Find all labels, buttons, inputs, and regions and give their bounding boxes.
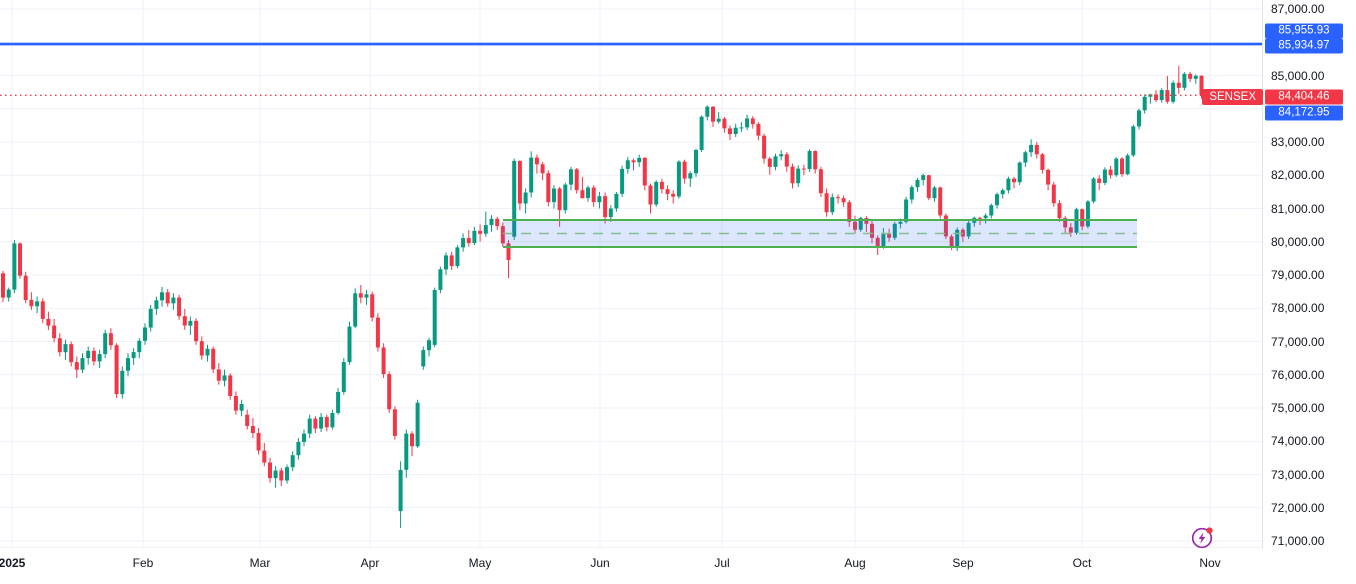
time-axis-label: Sep bbox=[952, 556, 974, 570]
time-axis-label: May bbox=[468, 556, 492, 570]
price-axis-label: 78,000.00 bbox=[1271, 301, 1325, 316]
price-axis-label: 81,000.00 bbox=[1271, 201, 1325, 216]
price-axis[interactable]: 87,000.00 85,000.00 83,000.00 82,000.00 81,0… bbox=[1263, 0, 1356, 548]
candles bbox=[1, 65, 1204, 528]
price-axis-label: 79,000.00 bbox=[1271, 268, 1325, 282]
consolidation-band[interactable] bbox=[503, 219, 1137, 248]
price-axis-label: 77,000.00 bbox=[1271, 334, 1325, 349]
symbol-price-label: SENSEX bbox=[1202, 89, 1263, 105]
price-axis-label: 80,000.00 bbox=[1271, 234, 1325, 249]
time-axis-label: Mar bbox=[249, 556, 271, 570]
price-axis-label: 83,000.00 bbox=[1271, 135, 1325, 149]
time-axis-label: Jun bbox=[590, 556, 610, 570]
symbol-name: SENSEX bbox=[1209, 91, 1256, 103]
price-axis-badge: 85,934.97 bbox=[1265, 38, 1343, 54]
time-axis-label: 2025 bbox=[0, 556, 26, 570]
price-axis-badge: 84,404.46 bbox=[1265, 89, 1343, 105]
price-axis-badge: 85,955.93 bbox=[1265, 23, 1343, 39]
price-chart[interactable] bbox=[0, 0, 1263, 584]
time-axis-label: Apr bbox=[360, 556, 380, 570]
time-axis-label: Feb bbox=[132, 556, 154, 570]
price-axis-label: 73,000.00 bbox=[1271, 467, 1325, 482]
price-axis-label: 75,000.00 bbox=[1271, 401, 1325, 415]
price-axis-label: 72,000.00 bbox=[1271, 500, 1325, 515]
price-axis-label: 87,000.00 bbox=[1271, 2, 1325, 16]
flash-icon-graphic bbox=[1191, 527, 1213, 549]
price-axis-label: 71,000.00 bbox=[1271, 534, 1325, 548]
time-axis-label: Jul bbox=[714, 556, 730, 570]
time-axis[interactable]: 2025 Feb Mar Apr May Jun Jul Aug Sep Oct Nov bbox=[0, 548, 1356, 584]
price-axis-label: 74,000.00 bbox=[1271, 434, 1325, 449]
flash-icon[interactable] bbox=[1190, 524, 1216, 550]
price-axis-label: 76,000.00 bbox=[1271, 367, 1325, 382]
price-axis-label: 85,000.00 bbox=[1271, 68, 1325, 83]
time-axis-label: Nov bbox=[1199, 556, 1221, 570]
time-axis-label: Oct bbox=[1072, 556, 1092, 570]
price-axis-label: 82,000.00 bbox=[1271, 168, 1325, 183]
time-axis-label: Aug bbox=[844, 556, 866, 570]
price-axis-badge: 84,172.95 bbox=[1265, 105, 1343, 121]
